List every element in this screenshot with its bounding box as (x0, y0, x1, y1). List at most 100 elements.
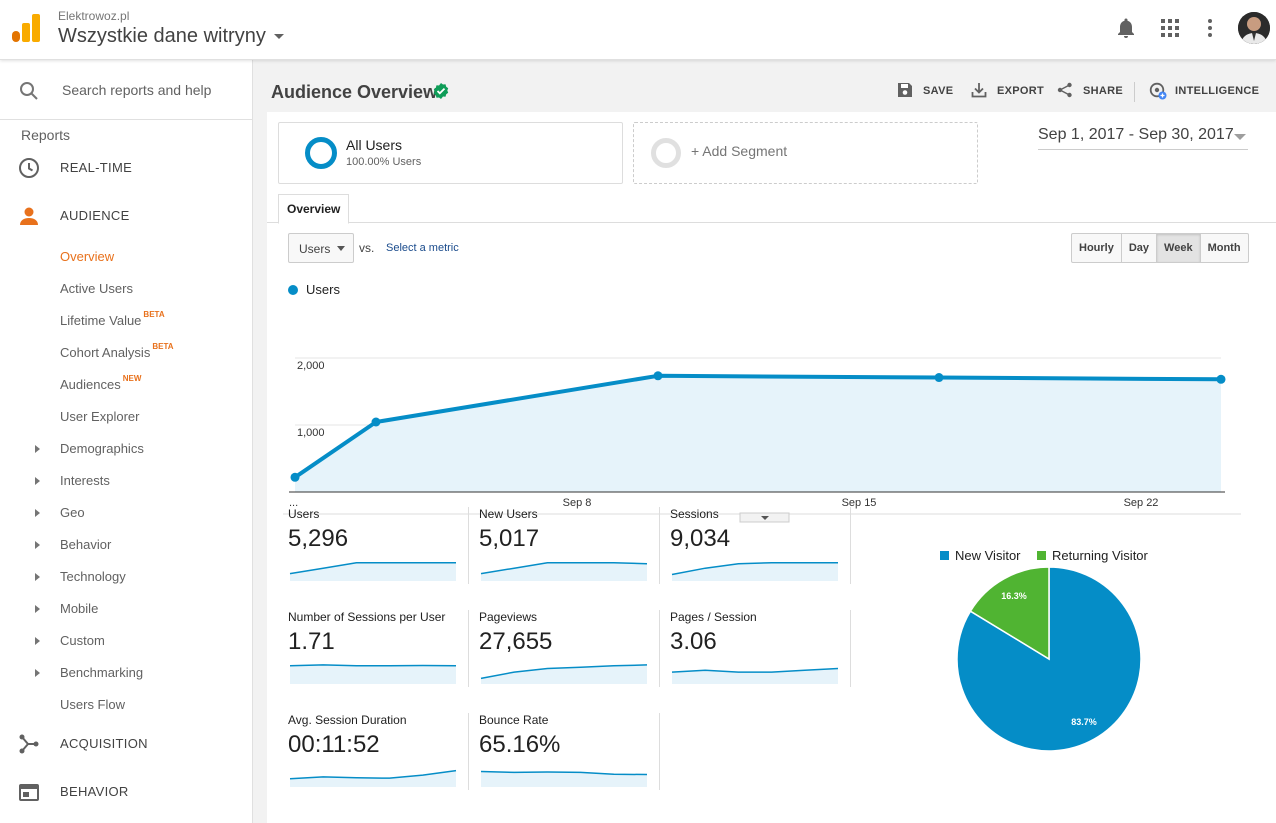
data-point[interactable] (371, 417, 381, 427)
metric-avg-session-duration[interactable]: Avg. Session Duration 00:11:52 (281, 713, 472, 793)
metric-pageviews[interactable]: Pageviews 27,655 (472, 610, 663, 690)
nav-realtime[interactable]: REAL-TIME (0, 157, 252, 181)
nav-overview-label: Overview (60, 249, 115, 264)
share-label: SHARE (1083, 85, 1124, 97)
nav-acquisition[interactable]: ACQUISITION (0, 733, 252, 757)
nav-overview[interactable]: Overview (60, 249, 114, 264)
title-bar: Audience Overview SAVE EXPORT (253, 60, 1276, 112)
metric-new-users[interactable]: New Users 5,017 (472, 507, 663, 587)
collapse-handle[interactable] (739, 512, 790, 523)
nav-users-flow[interactable]: Users Flow (60, 697, 125, 712)
day-button[interactable]: Day (1122, 234, 1158, 262)
metric-pages-per-session[interactable]: Pages / Session 3.06 (663, 610, 854, 690)
metric-dropdown-value: Users (299, 242, 331, 256)
sparkline-line (480, 770, 648, 776)
nav-cohort-analysis[interactable]: Cohort Analysis BETA (60, 342, 174, 360)
sparkline (480, 770, 648, 787)
acquisition-icon (19, 734, 39, 754)
metric-label: New Users (479, 507, 538, 521)
tab-bar: Overview (267, 192, 1276, 224)
search-bar[interactable]: Search reports and help (0, 60, 252, 120)
nav-mobile-label: Mobile (60, 601, 99, 616)
sparkline-line (480, 562, 648, 575)
nav-geo[interactable]: Geo (0, 505, 252, 523)
sparkline-line (289, 769, 457, 780)
sidebar: Search reports and help Reports REAL-TIM… (0, 60, 253, 823)
expand-arrow-icon (35, 669, 40, 677)
legend-swatch (940, 551, 949, 560)
nav-technology[interactable]: Technology (0, 569, 252, 587)
sparkline (289, 769, 457, 787)
metric-divider (850, 610, 851, 687)
top-bar: Elektrowoz.pl Wszystkie dane witryny (0, 0, 1276, 60)
more-vert-icon[interactable] (1198, 16, 1222, 40)
week-button[interactable]: Week (1157, 234, 1201, 262)
hourly-button[interactable]: Hourly (1072, 234, 1122, 262)
metric-dropdown[interactable]: Users (288, 233, 354, 263)
area-fill (295, 375, 1221, 492)
chevron-down-icon (1234, 134, 1246, 140)
nav-benchmarking[interactable]: Benchmarking (0, 665, 252, 683)
nav-user-explorer[interactable]: User Explorer (60, 409, 139, 424)
property-selector[interactable]: Wszystkie dane witryny (58, 25, 284, 48)
add-segment-button[interactable]: + Add Segment (633, 122, 978, 184)
metric-value: 1.71 (288, 628, 335, 655)
segment-all-users[interactable]: All Users 100.00% Users (278, 122, 623, 184)
metric-sessions[interactable]: Sessions 9,034 (663, 507, 854, 587)
metric-sessions-per-user[interactable]: Number of Sessions per User 1.71 (281, 610, 472, 690)
x-tick-label: Sep 8 (563, 497, 592, 509)
nav-custom[interactable]: Custom (0, 633, 252, 651)
pie-legend-new-visitor[interactable]: New Visitor (940, 548, 1021, 563)
user-avatar[interactable] (1238, 12, 1270, 44)
toolbar-divider (1134, 82, 1135, 102)
beta-badge: BETA (152, 342, 174, 351)
metric-divider (468, 507, 469, 584)
select-metric-link[interactable]: Select a metric (386, 242, 459, 254)
metric-label: Pageviews (479, 610, 538, 624)
nav-behavior-sub[interactable]: Behavior (0, 537, 252, 555)
bell-icon[interactable] (1114, 16, 1138, 40)
page-title: Audience Overview (271, 82, 438, 102)
nav-demographics[interactable]: Demographics (0, 441, 252, 459)
metric-divider (468, 610, 469, 687)
nav-audiences[interactable]: Audiences NEW (60, 374, 141, 392)
nav-audience[interactable]: AUDIENCE (0, 205, 252, 229)
tab-overview[interactable]: Overview (278, 194, 350, 224)
data-point[interactable] (1216, 374, 1226, 384)
data-point[interactable] (934, 373, 944, 383)
metric-divider (850, 507, 851, 584)
expand-arrow-icon (35, 573, 40, 581)
nav-interests[interactable]: Interests (0, 473, 252, 491)
data-point[interactable] (653, 371, 663, 381)
apps-grid-icon[interactable] (1158, 16, 1182, 40)
expand-arrow-icon (35, 509, 40, 517)
sparkline-area (290, 562, 456, 581)
metric-bounce-rate[interactable]: Bounce Rate 65.16% (472, 713, 663, 793)
nav-behavior[interactable]: BEHAVIOR (0, 781, 252, 805)
metric-divider (659, 507, 660, 584)
chart-legend: Users (288, 282, 340, 297)
analytics-logo-icon[interactable] (12, 14, 40, 42)
account-name[interactable]: Elektrowoz.pl (58, 9, 130, 23)
sparkline-area (290, 664, 456, 684)
legend-series-label: Users (306, 282, 340, 297)
nav-behavior-label: BEHAVIOR (60, 784, 129, 799)
export-label: EXPORT (997, 85, 1045, 97)
sparkline-area (481, 562, 647, 581)
download-icon (971, 83, 987, 98)
month-button[interactable]: Month (1207, 242, 1241, 254)
metric-users[interactable]: Users 5,296 (281, 507, 472, 587)
chevron-down-icon (337, 246, 345, 251)
date-range-text: Sep 1, 2017 - Sep 30, 2017 (1038, 126, 1234, 143)
nav-realtime-label: REAL-TIME (60, 160, 133, 175)
date-range-picker[interactable]: Sep 1, 2017 - Sep 30, 2017 (1038, 126, 1248, 150)
pie-legend-returning-visitor[interactable]: Returning Visitor (1037, 548, 1148, 563)
sparkline (480, 664, 648, 684)
nav-active-users[interactable]: Active Users (60, 281, 133, 296)
nav-custom-label: Custom (60, 633, 105, 648)
data-point[interactable] (290, 472, 300, 482)
nav-lifetime-value[interactable]: Lifetime Value BETA (60, 310, 165, 328)
nav-mobile[interactable]: Mobile (0, 601, 252, 619)
pie-slice-returning-visitor[interactable] (969, 567, 1050, 661)
search-input[interactable]: Search reports and help (62, 82, 212, 98)
